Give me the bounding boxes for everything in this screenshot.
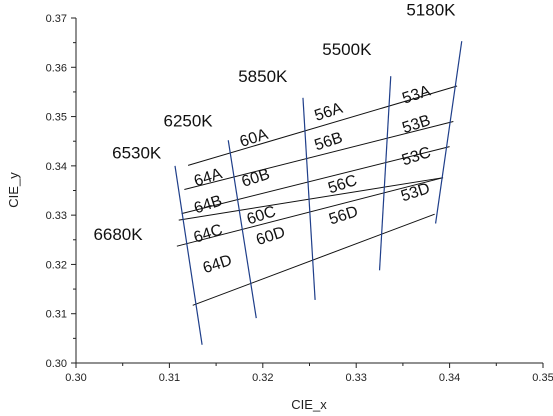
cct-line	[227, 140, 257, 319]
cct-label: 6250K	[163, 111, 213, 130]
bin-boundary-line	[181, 146, 450, 215]
x-axis-title: CIE_x	[291, 397, 327, 412]
cct-label: 5850K	[238, 67, 288, 86]
y-tick-label: 0.34	[46, 161, 67, 173]
x-tick-label: 0.32	[252, 372, 273, 384]
x-tick-label: 0.31	[159, 372, 180, 384]
x-tick-label: 0.35	[532, 372, 553, 384]
bin-boundary-line	[192, 213, 435, 306]
y-ticks: 0.30 0.31 0.32 0.33 0.34 0.35 0.36 0.37	[46, 13, 76, 370]
bin-boundary-line	[184, 121, 454, 190]
y-axis-title: CIE_y	[6, 172, 21, 208]
cct-line	[174, 165, 203, 345]
x-ticks: 0.30 0.31 0.32 0.33 0.34 0.35	[65, 363, 553, 384]
cct-line	[378, 76, 392, 271]
y-tick-label: 0.33	[46, 210, 67, 222]
cct-label: 6680K	[93, 225, 143, 244]
cct-lines	[174, 41, 463, 345]
bin-boundary-line	[178, 177, 444, 221]
y-tick-label: 0.31	[46, 309, 67, 321]
cct-line	[434, 41, 463, 224]
y-tick-label: 0.37	[46, 13, 67, 25]
y-tick-label: 0.30	[46, 358, 67, 370]
x-tick-label: 0.34	[439, 372, 460, 384]
y-tick-label: 0.36	[46, 62, 67, 74]
bin-boundary-line	[187, 85, 458, 166]
cct-label: 5500K	[322, 40, 372, 59]
y-tick-label: 0.35	[46, 112, 67, 124]
cct-label: 6530K	[112, 143, 162, 162]
y-tick-label: 0.32	[46, 259, 67, 271]
cct-line	[302, 97, 316, 300]
x-tick-label: 0.33	[345, 372, 366, 384]
x-tick-label: 0.30	[65, 372, 86, 384]
cct-label: 5180K	[406, 1, 456, 20]
